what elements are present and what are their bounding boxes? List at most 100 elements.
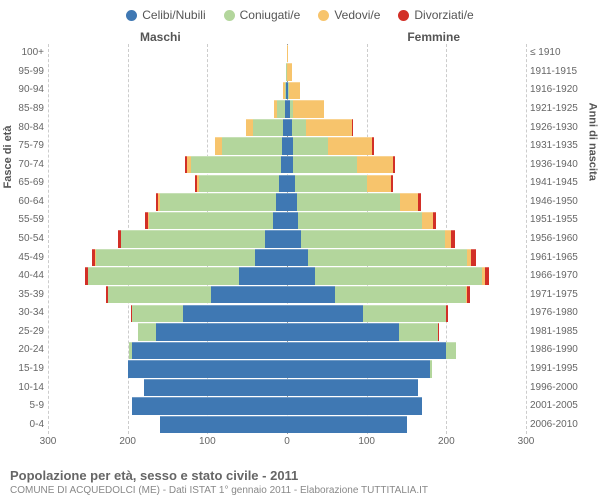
bar-segment-cel	[287, 193, 297, 211]
bar-male	[106, 286, 287, 304]
bar-segment-cel	[287, 212, 298, 230]
x-tick: 300	[40, 436, 57, 447]
bar-segment-div	[391, 175, 393, 193]
y-tick-left: 85-89	[18, 104, 44, 114]
bar-male	[118, 230, 287, 248]
bar-segment-con	[293, 137, 329, 155]
bar-segment-con	[277, 100, 285, 118]
bar-segment-con	[446, 342, 456, 360]
bar-male	[144, 379, 287, 397]
y-tick-left: 10-14	[18, 383, 44, 393]
y-tick-right: 1986-1990	[530, 345, 578, 355]
bar-female	[287, 193, 421, 211]
bar-segment-div	[418, 193, 421, 211]
x-tick: 100	[199, 436, 216, 447]
bar-segment-con	[253, 119, 283, 137]
legend-label: Divorziati/e	[414, 8, 473, 22]
bar-row	[48, 45, 526, 63]
bar-segment-con	[335, 286, 466, 304]
bar-segment-con	[293, 156, 357, 174]
bar-female	[287, 267, 489, 285]
bar-female	[287, 119, 353, 137]
y-tick-right: 2006-2010	[530, 420, 578, 430]
y-axis-right: ≤ 19101911-19151916-19201921-19251926-19…	[528, 44, 600, 434]
bar-segment-div	[485, 267, 489, 285]
y-tick-right: 1936-1940	[530, 160, 578, 170]
y-tick-left: 20-24	[18, 345, 44, 355]
x-axis: 3002001000100200300	[48, 436, 526, 450]
y-tick-right: 1951-1955	[530, 215, 578, 225]
legend-label: Celibi/Nubili	[142, 8, 205, 22]
bar-segment-cel	[287, 286, 335, 304]
y-tick-right: 1956-1960	[530, 234, 578, 244]
bar-segment-cel	[144, 379, 287, 397]
legend-item: Coniugati/e	[224, 8, 301, 22]
bar-male	[215, 137, 287, 155]
y-tick-left: 30-34	[18, 308, 44, 318]
footer-title: Popolazione per età, sesso e stato civil…	[10, 468, 590, 483]
legend: Celibi/Nubili Coniugati/e Vedovi/e Divorzia…	[0, 0, 600, 26]
y-tick-left: 70-74	[18, 160, 44, 170]
bar-row	[48, 82, 526, 100]
bar-segment-ved	[400, 193, 418, 211]
legend-item: Vedovi/e	[318, 8, 380, 22]
bar-segment-div	[438, 323, 439, 341]
legend-swatch	[318, 10, 329, 21]
bar-female	[287, 342, 456, 360]
bar-female	[287, 212, 436, 230]
y-tick-left: 45-49	[18, 253, 44, 263]
bar-segment-div	[393, 156, 395, 174]
legend-label: Coniugati/e	[240, 8, 301, 22]
bar-segment-cel	[287, 360, 430, 378]
y-tick-left: 75-79	[18, 141, 44, 151]
bar-segment-con	[399, 323, 439, 341]
bar-segment-ved	[422, 212, 433, 230]
bar-female	[287, 175, 393, 193]
bar-row	[48, 100, 526, 118]
bar-segment-con	[298, 212, 421, 230]
bar-segment-con	[315, 267, 482, 285]
bar-segment-div	[451, 230, 455, 248]
bar-segment-div	[446, 305, 448, 323]
column-header-female: Femmine	[407, 30, 460, 44]
plot-area	[48, 44, 526, 434]
bar-segment-con	[363, 305, 447, 323]
y-tick-right: ≤ 1910	[530, 48, 561, 58]
y-tick-left: 5-9	[30, 401, 44, 411]
y-tick-right: 1981-1985	[530, 327, 578, 337]
gridline	[526, 44, 527, 434]
bar-segment-con	[132, 305, 184, 323]
bar-segment-con	[138, 323, 156, 341]
bar-segment-con	[160, 193, 276, 211]
legend-item: Celibi/Nubili	[126, 8, 205, 22]
bar-segment-con	[149, 212, 272, 230]
bar-male	[128, 360, 287, 378]
bar-female	[287, 63, 292, 81]
bar-segment-cel	[287, 267, 315, 285]
bar-female	[287, 137, 374, 155]
footer-subtitle: COMUNE DI ACQUEDOLCI (ME) - Dati ISTAT 1…	[10, 485, 590, 496]
bar-segment-cel	[265, 230, 287, 248]
bar-row	[48, 305, 526, 323]
bar-row	[48, 397, 526, 415]
bar-male	[129, 342, 287, 360]
bar-segment-con	[121, 230, 264, 248]
bar-female	[287, 249, 476, 267]
bar-segment-con	[297, 193, 401, 211]
bar-segment-ved	[367, 175, 391, 193]
y-tick-right: 1961-1965	[530, 253, 578, 263]
y-tick-left: 35-39	[18, 290, 44, 300]
bar-male	[92, 249, 287, 267]
legend-item: Divorziati/e	[398, 8, 473, 22]
bar-male	[132, 397, 287, 415]
bar-row	[48, 212, 526, 230]
bar-segment-ved	[357, 156, 393, 174]
x-tick: 0	[284, 436, 290, 447]
chart-footer: Popolazione per età, sesso e stato civil…	[10, 468, 590, 496]
y-tick-left: 65-69	[18, 178, 44, 188]
bar-segment-cel	[128, 360, 287, 378]
bar-segment-cel	[287, 230, 301, 248]
bar-segment-con	[96, 249, 255, 267]
y-tick-left: 15-19	[18, 364, 44, 374]
y-tick-left: 60-64	[18, 197, 44, 207]
